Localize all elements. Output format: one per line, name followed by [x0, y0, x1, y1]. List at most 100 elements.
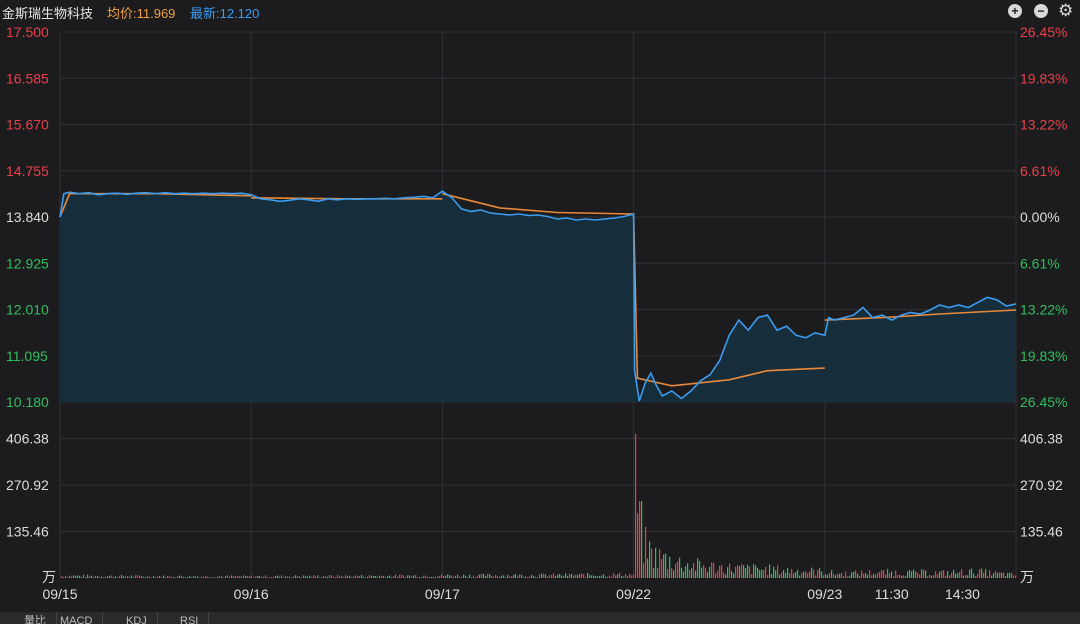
- volume-bar: [161, 577, 163, 578]
- volume-bar: [91, 575, 93, 578]
- volume-bar: [871, 575, 873, 578]
- volume-bar: [693, 563, 695, 578]
- volume-bar: [919, 574, 921, 578]
- volume-bar: [949, 575, 951, 578]
- volume-bar: [649, 541, 651, 578]
- volume-bar: [211, 577, 213, 578]
- volume-bar: [521, 574, 523, 578]
- volume-bar: [723, 572, 725, 578]
- volume-bar: [463, 574, 465, 578]
- volume-bar: [145, 576, 147, 578]
- minus-circle-icon[interactable]: −: [1034, 4, 1048, 18]
- volume-bar: [681, 567, 683, 578]
- volume-bar: [63, 576, 65, 578]
- volume-bar: [229, 576, 231, 578]
- volume-bar: [841, 572, 843, 578]
- volume-bar: [455, 575, 457, 578]
- volume-bar: [461, 576, 463, 578]
- volume-bar: [803, 571, 805, 578]
- volume-bar: [345, 575, 347, 578]
- volume-bar: [387, 575, 389, 578]
- volume-bar: [645, 526, 647, 578]
- volume-bar: [513, 574, 515, 578]
- price-tick-label: 11.095: [6, 348, 48, 364]
- volume-bar: [117, 577, 119, 578]
- tab-kdj[interactable]: KDJ: [116, 612, 158, 624]
- volume-bar: [889, 572, 891, 578]
- volume-bar: [717, 570, 719, 578]
- volume-bar: [393, 576, 395, 578]
- volume-bar: [697, 558, 699, 578]
- volume-bar: [895, 570, 897, 578]
- volume-bar: [997, 572, 999, 578]
- volume-bar: [249, 576, 251, 578]
- volume-bar: [941, 570, 943, 578]
- volume-bar: [725, 574, 727, 578]
- volume-bar: [409, 575, 411, 578]
- volume-unit-label: 万: [42, 569, 56, 585]
- volume-bar: [127, 576, 129, 578]
- volume-bar: [155, 577, 157, 578]
- volume-bar: [761, 569, 763, 578]
- volume-bar: [797, 569, 799, 578]
- volume-bar: [555, 576, 557, 578]
- volume-bar: [823, 575, 825, 578]
- price-area: [60, 191, 1016, 402]
- volume-bar: [879, 572, 881, 578]
- volume-bar: [559, 573, 561, 578]
- volume-bar: [639, 500, 641, 578]
- volume-bar: [665, 553, 667, 578]
- volume-bar: [223, 577, 225, 578]
- volume-bar: [545, 574, 547, 578]
- volume-bar: [337, 574, 339, 578]
- volume-bar: [709, 566, 711, 578]
- volume-bar: [519, 574, 521, 578]
- tab-rsi[interactable]: RSI: [170, 612, 210, 624]
- volume-bar: [575, 574, 577, 578]
- volume-bar: [365, 577, 367, 578]
- volume-bar: [915, 571, 917, 578]
- percent-tick-label: 19.83%: [1020, 70, 1067, 86]
- volume-bar: [341, 575, 343, 578]
- volume-bar: [69, 575, 71, 578]
- volume-bar: [817, 570, 819, 578]
- x-tick-label: 14:30: [945, 586, 980, 602]
- volume-bar: [599, 575, 601, 578]
- volume-bar: [737, 565, 739, 578]
- volume-bar: [421, 577, 423, 578]
- volume-bar: [475, 577, 477, 578]
- volume-bar: [727, 567, 729, 578]
- volume-bar: [621, 575, 623, 578]
- volume-bar: [453, 576, 455, 578]
- volume-bar: [179, 575, 181, 578]
- volume-bar: [759, 570, 761, 578]
- volume-bar: [425, 575, 427, 578]
- plus-circle-icon[interactable]: +: [1008, 4, 1022, 18]
- tab-volume-ratio[interactable]: 量比: [14, 612, 57, 624]
- volume-bar: [233, 576, 235, 578]
- volume-bar: [549, 575, 551, 578]
- volume-bar: [861, 570, 863, 578]
- volume-bar: [833, 574, 835, 578]
- volume-bar: [319, 577, 321, 578]
- volume-bar: [515, 574, 517, 578]
- volume-bar: [929, 574, 931, 578]
- volume-bar: [245, 576, 247, 578]
- volume-bar: [843, 576, 845, 578]
- tab-macd[interactable]: MACD: [50, 612, 104, 624]
- volume-bar: [663, 554, 665, 578]
- volume-bar: [905, 576, 907, 578]
- volume-bar: [65, 576, 67, 578]
- volume-bar: [877, 572, 879, 578]
- volume-bar: [237, 576, 239, 578]
- volume-bar: [1015, 575, 1017, 578]
- volume-bar: [633, 574, 635, 578]
- volume-bar: [691, 568, 693, 578]
- volume-bar: [613, 573, 615, 578]
- gear-icon[interactable]: ⚙: [1058, 1, 1074, 20]
- volume-bar: [261, 577, 263, 578]
- volume-bar: [67, 577, 69, 578]
- volume-bar: [153, 576, 155, 578]
- indicator-tabs: 量比 MACD KDJ RSI: [0, 612, 1080, 624]
- volume-bar: [933, 575, 935, 578]
